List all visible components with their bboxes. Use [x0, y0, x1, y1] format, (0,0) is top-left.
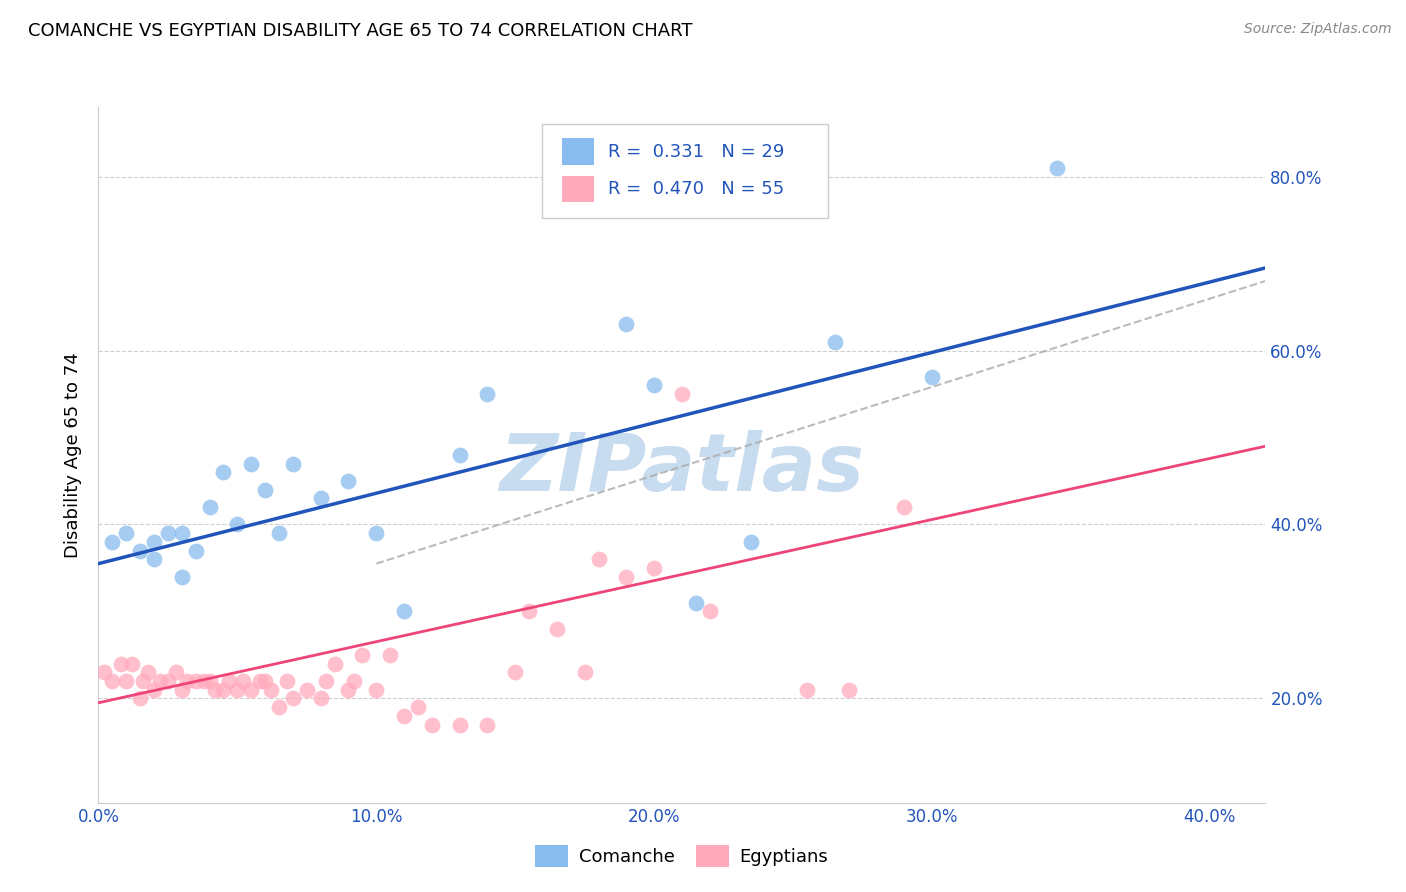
- Y-axis label: Disability Age 65 to 74: Disability Age 65 to 74: [65, 352, 83, 558]
- FancyBboxPatch shape: [541, 124, 828, 219]
- Point: [156, 674, 179, 689]
- Point: [212, 466, 235, 480]
- Point: [226, 682, 249, 697]
- Point: [392, 708, 415, 723]
- Point: [671, 387, 693, 401]
- Point: [93, 665, 115, 680]
- Point: [337, 474, 360, 488]
- Point: [337, 682, 360, 697]
- Point: [115, 674, 138, 689]
- Point: [796, 682, 818, 697]
- Point: [517, 605, 540, 619]
- Point: [276, 674, 298, 689]
- Point: [295, 682, 318, 697]
- Point: [260, 682, 283, 697]
- Point: [546, 622, 568, 636]
- Point: [218, 674, 240, 689]
- Point: [226, 517, 249, 532]
- Point: [838, 682, 860, 697]
- Point: [281, 457, 304, 471]
- Point: [323, 657, 346, 671]
- Point: [685, 596, 707, 610]
- Point: [352, 648, 374, 662]
- Point: [309, 491, 332, 506]
- Point: [643, 561, 665, 575]
- Point: [614, 570, 637, 584]
- Point: [420, 717, 443, 731]
- Point: [143, 534, 166, 549]
- Point: [477, 387, 499, 401]
- Point: [198, 500, 221, 514]
- Point: [574, 665, 596, 680]
- Point: [699, 605, 721, 619]
- Point: [156, 526, 179, 541]
- Bar: [562, 176, 595, 202]
- Point: [366, 682, 388, 697]
- Point: [503, 665, 526, 680]
- Point: [148, 674, 170, 689]
- Point: [101, 674, 124, 689]
- Point: [184, 674, 207, 689]
- Point: [281, 691, 304, 706]
- Point: [588, 552, 610, 566]
- Point: [170, 526, 193, 541]
- Point: [378, 648, 402, 662]
- Point: [170, 682, 193, 697]
- Point: [392, 605, 415, 619]
- Point: [129, 543, 152, 558]
- Point: [740, 534, 762, 549]
- Point: [240, 682, 263, 697]
- Point: [240, 457, 263, 471]
- Text: Source: ZipAtlas.com: Source: ZipAtlas.com: [1244, 22, 1392, 37]
- Legend: Comanche, Egyptians: Comanche, Egyptians: [529, 838, 835, 874]
- Point: [477, 717, 499, 731]
- Point: [1046, 161, 1069, 175]
- Point: [129, 691, 152, 706]
- Bar: [562, 138, 595, 165]
- Point: [232, 674, 254, 689]
- Point: [212, 682, 235, 697]
- Point: [101, 534, 124, 549]
- Point: [449, 717, 471, 731]
- Point: [267, 700, 290, 714]
- Point: [198, 674, 221, 689]
- Point: [115, 526, 138, 541]
- Point: [138, 665, 160, 680]
- Point: [921, 369, 943, 384]
- Point: [614, 318, 637, 332]
- Point: [170, 570, 193, 584]
- Point: [176, 674, 198, 689]
- Point: [309, 691, 332, 706]
- Point: [110, 657, 132, 671]
- Point: [343, 674, 366, 689]
- Text: ZIPatlas: ZIPatlas: [499, 430, 865, 508]
- Point: [143, 552, 166, 566]
- Point: [254, 483, 277, 497]
- Point: [249, 674, 271, 689]
- Point: [184, 543, 207, 558]
- Point: [267, 526, 290, 541]
- Point: [893, 500, 915, 514]
- Point: [449, 448, 471, 462]
- Point: [366, 526, 388, 541]
- Point: [824, 334, 846, 349]
- Point: [643, 378, 665, 392]
- Text: R =  0.470   N = 55: R = 0.470 N = 55: [609, 180, 785, 198]
- Point: [121, 657, 143, 671]
- Point: [143, 682, 166, 697]
- Text: COMANCHE VS EGYPTIAN DISABILITY AGE 65 TO 74 CORRELATION CHART: COMANCHE VS EGYPTIAN DISABILITY AGE 65 T…: [28, 22, 693, 40]
- Point: [315, 674, 337, 689]
- Point: [254, 674, 277, 689]
- Point: [193, 674, 215, 689]
- Point: [165, 665, 187, 680]
- Text: R =  0.331   N = 29: R = 0.331 N = 29: [609, 143, 785, 161]
- Point: [132, 674, 155, 689]
- Point: [204, 682, 226, 697]
- Point: [406, 700, 429, 714]
